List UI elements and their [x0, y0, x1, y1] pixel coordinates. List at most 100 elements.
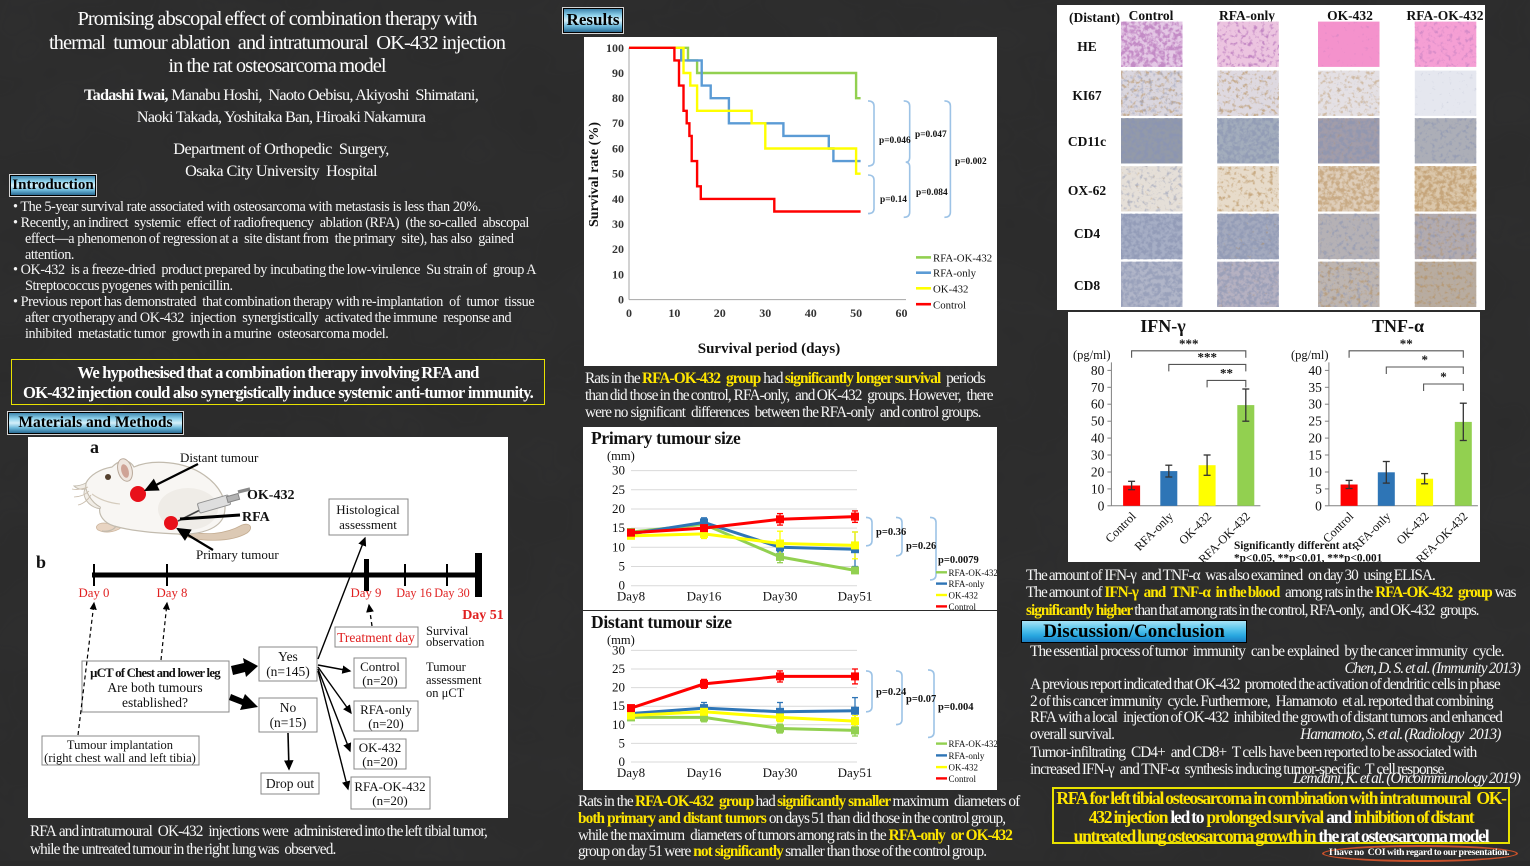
svg-text:Day8: Day8 [617, 765, 645, 780]
svg-text:(n=20): (n=20) [368, 716, 404, 731]
svg-text:40: 40 [805, 306, 817, 320]
svg-text:RFA-only: RFA-only [949, 579, 985, 589]
svg-text:*: * [1422, 352, 1429, 367]
svg-text:0: 0 [1315, 498, 1322, 513]
svg-text:Day16: Day16 [687, 589, 722, 604]
svg-text:(mm): (mm) [607, 633, 635, 647]
svg-text:Control: Control [933, 300, 966, 312]
svg-text:Day51: Day51 [838, 589, 873, 604]
svg-text:Distant tumour: Distant tumour [180, 450, 259, 465]
svg-text:(n=20): (n=20) [362, 673, 398, 688]
svg-text:CD11c: CD11c [1068, 134, 1106, 149]
svg-text:Day 51: Day 51 [462, 608, 504, 623]
svg-text:40: 40 [1308, 363, 1322, 378]
svg-text:Day30: Day30 [763, 589, 798, 604]
svg-text:25: 25 [1308, 414, 1322, 429]
svg-text:***: *** [1198, 349, 1218, 364]
svg-text:15: 15 [1308, 448, 1322, 463]
svg-text:50: 50 [612, 167, 624, 181]
svg-text:a: a [90, 437, 99, 457]
svg-text:OK-432: OK-432 [949, 763, 979, 773]
svg-text:μCT of Chest and lower leg: μCT of Chest and lower leg [90, 666, 221, 680]
svg-text:10: 10 [668, 306, 680, 320]
svg-text:OX-62: OX-62 [1068, 183, 1106, 198]
svg-text:OK-432: OK-432 [1394, 509, 1432, 547]
svg-text:p=0.002: p=0.002 [955, 157, 987, 167]
svg-text:Yes: Yes [278, 649, 298, 664]
svg-text:60: 60 [1091, 397, 1105, 412]
svg-text:RFA-OK-432: RFA-OK-432 [933, 253, 992, 265]
svg-text:b: b [36, 552, 46, 572]
svg-text:on μCT: on μCT [426, 686, 465, 700]
svg-text:Tumour: Tumour [426, 660, 467, 674]
svg-text:15: 15 [612, 520, 625, 535]
svg-text:RFA-only: RFA-only [360, 702, 412, 717]
svg-text:RFA-only: RFA-only [1219, 8, 1275, 23]
svg-text:20: 20 [1091, 465, 1105, 480]
svg-text:Histological: Histological [336, 502, 400, 517]
svg-text:30: 30 [1091, 448, 1105, 463]
svg-text:**: ** [1220, 365, 1233, 380]
svg-text:20: 20 [714, 306, 726, 320]
svg-text:0: 0 [619, 578, 626, 593]
svg-text:25: 25 [612, 661, 625, 676]
svg-text:Day51: Day51 [838, 765, 873, 780]
svg-text:90: 90 [612, 66, 624, 80]
svg-text:(Distant): (Distant) [1069, 10, 1120, 25]
svg-text:OK-432: OK-432 [247, 488, 294, 503]
svg-text:OK-432: OK-432 [933, 284, 968, 296]
svg-text:20: 20 [612, 242, 624, 256]
svg-text:Are both tumours: Are both tumours [107, 680, 202, 695]
svg-text:p=0.36: p=0.36 [876, 527, 906, 538]
svg-text:(n=20): (n=20) [362, 754, 398, 769]
svg-text:RFA-OK-432: RFA-OK-432 [354, 779, 425, 794]
svg-text:RFA-OK-432: RFA-OK-432 [949, 739, 998, 749]
svg-text:Control: Control [1102, 509, 1139, 546]
svg-text:20: 20 [612, 680, 625, 695]
svg-text:10: 10 [1308, 465, 1322, 480]
svg-text:RFA-OK-432: RFA-OK-432 [949, 568, 998, 578]
svg-text:*: * [1440, 369, 1447, 384]
svg-text:Tumour implantation: Tumour implantation [67, 738, 174, 752]
svg-text:p=0.084: p=0.084 [916, 188, 948, 198]
svg-text:OK-432: OK-432 [1176, 509, 1214, 547]
svg-text:*p<0.05, **p<0.01, ***p<0.001: *p<0.05, **p<0.01, ***p<0.001 [1234, 553, 1383, 563]
svg-text:p=0.0079: p=0.0079 [938, 555, 979, 566]
svg-text:80: 80 [1091, 363, 1105, 378]
svg-text:IFN-γ: IFN-γ [1140, 316, 1186, 336]
svg-text:Day 8: Day 8 [157, 586, 188, 600]
svg-text:60: 60 [896, 306, 908, 320]
svg-text:established?: established? [122, 695, 188, 710]
svg-text:Drop out: Drop out [266, 776, 315, 791]
svg-text:p=0.046: p=0.046 [879, 136, 911, 146]
svg-text:40: 40 [1091, 431, 1105, 446]
svg-text:OK-432: OK-432 [1327, 8, 1373, 23]
svg-text:80: 80 [612, 91, 624, 105]
svg-text:(n=15): (n=15) [270, 715, 307, 730]
svg-text:HE: HE [1077, 39, 1097, 54]
svg-text:Day 0: Day 0 [79, 586, 110, 600]
svg-text:Control: Control [1129, 8, 1174, 23]
svg-text:0: 0 [1098, 498, 1105, 513]
svg-text:assessment: assessment [339, 517, 397, 532]
svg-text:60: 60 [612, 142, 624, 156]
svg-text:20: 20 [612, 501, 625, 516]
svg-text:25: 25 [612, 482, 625, 497]
svg-text:70: 70 [1091, 380, 1105, 395]
svg-text:(n=20): (n=20) [372, 793, 408, 808]
svg-text:observation: observation [426, 635, 485, 649]
svg-text:Day 30: Day 30 [434, 586, 470, 600]
svg-text:70: 70 [612, 116, 624, 130]
svg-text:5: 5 [1315, 481, 1322, 496]
svg-text:OK-432: OK-432 [359, 740, 402, 755]
svg-text:30: 30 [612, 463, 625, 478]
svg-text:CD4: CD4 [1074, 226, 1100, 241]
svg-text:Survival: Survival [426, 624, 469, 638]
svg-text:**: ** [1400, 336, 1413, 351]
svg-text:Control: Control [949, 774, 977, 784]
svg-text:RFA: RFA [242, 510, 271, 525]
svg-text:Survival rate (%): Survival rate (%) [587, 122, 602, 227]
svg-text:Day8: Day8 [617, 589, 645, 604]
svg-text:0: 0 [618, 293, 624, 307]
svg-text:(mm): (mm) [607, 449, 635, 463]
